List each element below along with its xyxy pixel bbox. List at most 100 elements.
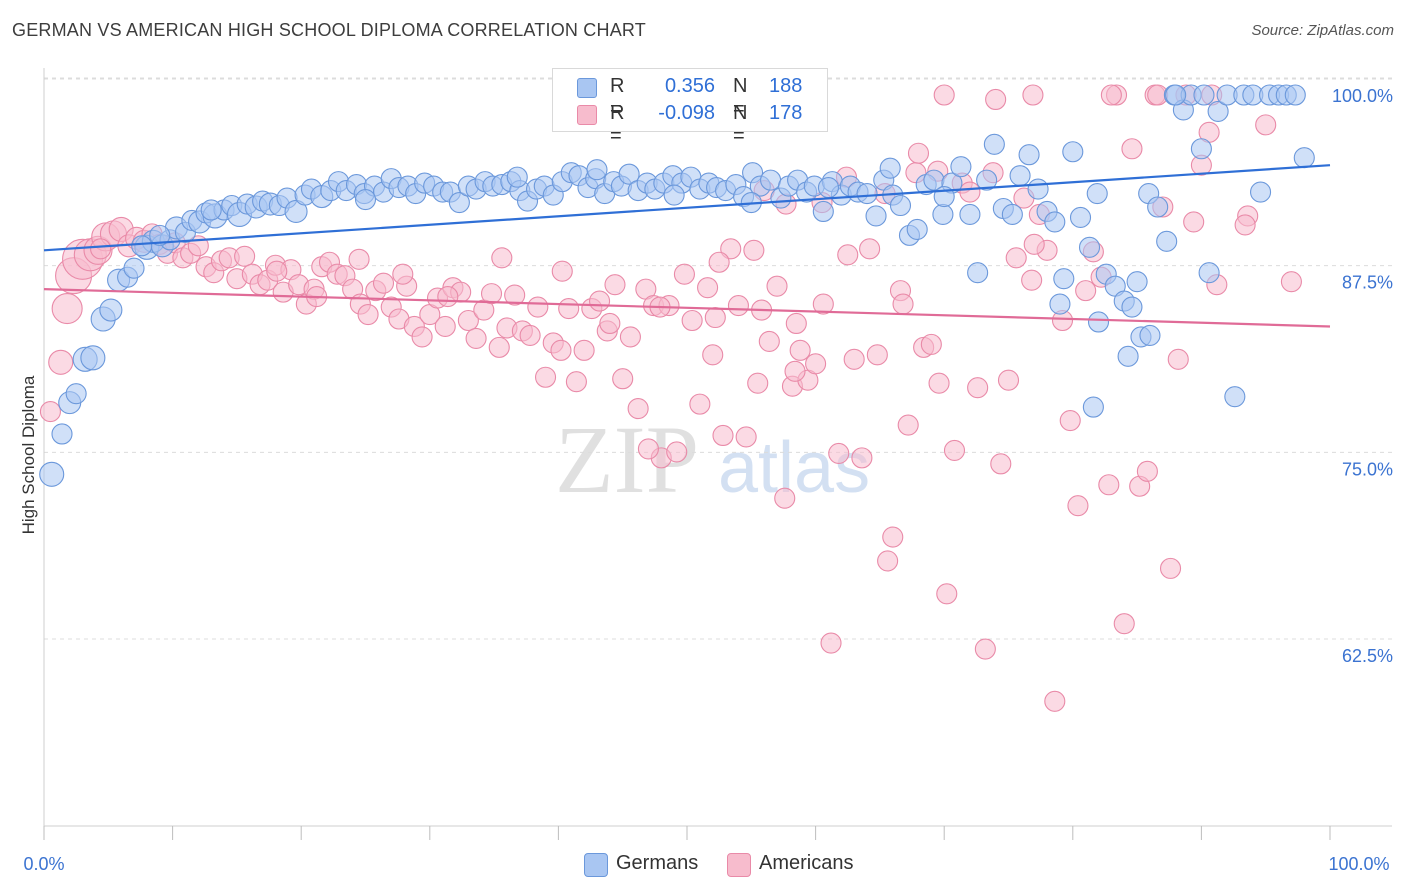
- americans-point: [789, 339, 811, 361]
- germans-point: [1293, 147, 1315, 169]
- americans-point: [612, 368, 634, 390]
- americans-point: [866, 344, 888, 366]
- americans-point: [573, 339, 595, 361]
- germans-point: [1009, 165, 1031, 187]
- germans-point: [1027, 178, 1049, 200]
- americans-point: [357, 303, 379, 326]
- americans-point: [234, 245, 256, 267]
- americans-point: [457, 309, 479, 332]
- americans-point: [784, 360, 806, 382]
- germans-point: [812, 200, 834, 223]
- germans-point: [1126, 271, 1148, 293]
- germans-point: [932, 203, 954, 226]
- germans-trend-line: [43, 164, 1331, 252]
- legend-r-value-americans: -0.098: [658, 102, 715, 124]
- germans-point: [967, 262, 989, 284]
- americans-point: [1005, 247, 1027, 269]
- y-tick-label: 75.0%: [1342, 459, 1393, 479]
- americans-point: [747, 372, 769, 394]
- americans-point: [1255, 114, 1277, 136]
- americans-point: [997, 369, 1020, 391]
- legend-r-value-germans: 0.356: [664, 75, 715, 97]
- americans-point: [1159, 557, 1182, 579]
- germans-point: [1224, 386, 1246, 408]
- americans-point: [604, 274, 626, 296]
- y-tick-labels: 62.5% 75.0% 87.5% 100.0%: [1332, 86, 1393, 666]
- germans-swatch: [577, 78, 597, 98]
- americans-point: [967, 377, 989, 399]
- germans-point: [1062, 141, 1084, 163]
- germans-legend-label: Germans: [616, 852, 699, 874]
- series-legend: Germans Americans: [0, 852, 1406, 878]
- americans-point: [51, 292, 83, 325]
- americans-point: [812, 293, 834, 315]
- americans-point: [491, 247, 513, 269]
- americans-point: [928, 372, 950, 394]
- germans-point: [1069, 206, 1092, 229]
- germans-point: [1049, 293, 1071, 315]
- americans-point: [828, 442, 850, 464]
- americans-point: [681, 309, 703, 332]
- americans-point: [666, 441, 688, 463]
- americans-point: [720, 238, 742, 260]
- americans-point: [1121, 138, 1143, 160]
- americans-point: [766, 275, 788, 297]
- americans-point: [859, 238, 881, 260]
- americans-point: [907, 142, 930, 164]
- germans-point: [879, 157, 901, 179]
- germans-point: [80, 345, 106, 371]
- legend-r-label: R =: [610, 102, 625, 147]
- americans-point: [820, 632, 842, 654]
- americans-point: [266, 260, 288, 282]
- x-tick-label-max: 100.0%: [1328, 854, 1389, 874]
- americans-point: [974, 638, 996, 660]
- legend-r-label: R =: [610, 75, 625, 120]
- legend-n-label: N =: [733, 102, 748, 147]
- americans-point: [411, 326, 433, 348]
- germans-point: [950, 156, 972, 178]
- germans-point: [1147, 196, 1169, 218]
- germans-legend-swatch: [584, 853, 608, 877]
- germans-point: [1284, 84, 1306, 106]
- americans-point: [1183, 211, 1205, 233]
- germans-point: [959, 203, 981, 226]
- americans-swatch: [577, 105, 597, 125]
- americans-point: [697, 277, 719, 299]
- americans-point: [637, 438, 659, 460]
- americans-point: [619, 326, 641, 348]
- americans-point: [589, 290, 611, 312]
- germans-point: [51, 423, 73, 445]
- americans-point: [673, 263, 695, 285]
- germans-point: [856, 183, 878, 205]
- americans-point: [527, 296, 549, 318]
- germans-point: [1193, 84, 1215, 106]
- americans-point: [837, 244, 859, 266]
- germans-point: [131, 235, 153, 257]
- americans-point: [743, 239, 765, 261]
- americans-point: [39, 401, 61, 423]
- americans-point: [488, 336, 510, 358]
- americans-point: [882, 526, 904, 548]
- americans-point: [1023, 233, 1045, 255]
- axes: [43, 68, 1392, 840]
- legend-n-value-americans: 178: [769, 102, 803, 124]
- germans-point: [1086, 183, 1108, 205]
- germans-point: [663, 184, 685, 206]
- americans-point: [727, 295, 749, 317]
- germans-point: [817, 177, 840, 199]
- germans-point: [1087, 311, 1110, 333]
- americans-point: [712, 424, 734, 447]
- americans-point: [437, 286, 459, 308]
- germans-point: [200, 199, 222, 221]
- americans-point: [702, 344, 724, 366]
- germans-point: [1190, 138, 1212, 160]
- americans-point: [1136, 460, 1158, 482]
- americans-point: [877, 550, 899, 572]
- americans-point: [599, 312, 621, 335]
- americans-point: [1022, 84, 1044, 106]
- germans-point: [354, 188, 377, 211]
- germans-point: [506, 166, 528, 188]
- germans-point: [149, 224, 171, 246]
- germans-point: [1165, 84, 1187, 106]
